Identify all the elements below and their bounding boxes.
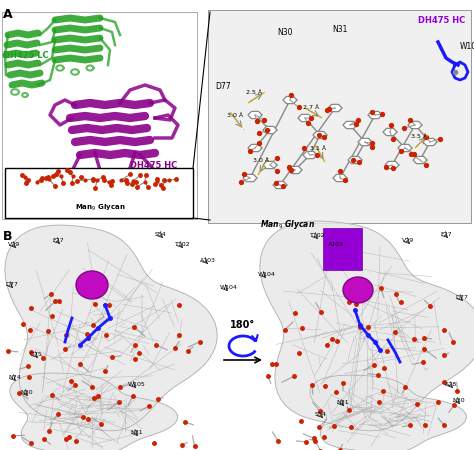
Polygon shape [413,156,427,164]
Polygon shape [248,144,262,152]
FancyBboxPatch shape [323,228,362,270]
Polygon shape [248,111,262,119]
Text: F27: F27 [440,232,452,237]
Text: 2.5 Å: 2.5 Å [246,90,263,94]
Text: T102: T102 [175,242,191,247]
Polygon shape [288,166,302,174]
Text: 3.0 Å: 3.0 Å [227,113,243,118]
Text: Man$_9$ Glycan: Man$_9$ Glycan [260,218,315,231]
Text: T102: T102 [310,233,326,238]
Text: 3.0 Å: 3.0 Å [253,158,269,163]
Text: W104: W104 [258,272,276,277]
Text: N74: N74 [8,375,21,380]
Text: N31: N31 [332,25,348,34]
Text: N31: N31 [336,400,348,405]
FancyBboxPatch shape [2,12,197,219]
Polygon shape [423,138,437,146]
Text: 3.5 Å: 3.5 Å [411,134,428,139]
Polygon shape [333,174,347,182]
Text: N30: N30 [452,398,465,403]
Polygon shape [10,373,177,450]
Polygon shape [385,162,399,169]
Polygon shape [398,144,412,152]
Polygon shape [383,128,397,135]
Polygon shape [343,122,357,129]
Ellipse shape [76,271,108,299]
Text: N30: N30 [20,390,33,395]
Polygon shape [243,174,257,182]
Polygon shape [5,225,217,431]
Text: V29: V29 [402,238,414,243]
Polygon shape [263,162,277,169]
Polygon shape [298,114,312,122]
Text: D77: D77 [455,295,468,300]
Text: W104: W104 [460,42,474,51]
Text: S54: S54 [315,412,327,417]
Polygon shape [310,375,466,450]
Text: W104: W104 [220,285,238,290]
Polygon shape [273,181,287,189]
Text: N30: N30 [277,28,293,37]
Polygon shape [260,221,474,431]
Ellipse shape [343,277,373,303]
FancyBboxPatch shape [5,168,193,218]
Text: B: B [3,230,12,243]
Text: D77: D77 [5,282,18,287]
Text: D77: D77 [215,82,231,91]
Polygon shape [348,156,362,164]
Text: DH475 HC: DH475 HC [130,161,177,170]
Polygon shape [303,151,317,159]
Text: A28: A28 [445,382,457,387]
Text: DH475 HC: DH475 HC [418,16,465,25]
Text: S54: S54 [155,232,167,237]
Polygon shape [408,122,422,129]
Text: 180°: 180° [230,320,255,330]
Text: V29: V29 [8,242,20,247]
Text: A103: A103 [200,258,216,263]
Text: F27: F27 [52,238,64,243]
Text: DH475 LC: DH475 LC [3,50,49,59]
Polygon shape [358,138,372,146]
Text: W105: W105 [128,382,146,387]
Polygon shape [368,111,382,119]
Text: A: A [3,8,13,21]
Text: G75: G75 [30,352,43,357]
Text: 2.7 Å: 2.7 Å [303,105,319,110]
Text: A103: A103 [328,242,344,247]
Text: 3.1 Å: 3.1 Å [310,145,326,150]
Polygon shape [313,131,327,139]
Polygon shape [283,96,297,104]
Polygon shape [328,104,342,112]
Polygon shape [263,126,277,134]
Text: N31: N31 [130,430,143,435]
Text: Man$_9$ Glycan: Man$_9$ Glycan [75,203,125,213]
FancyBboxPatch shape [208,10,471,223]
